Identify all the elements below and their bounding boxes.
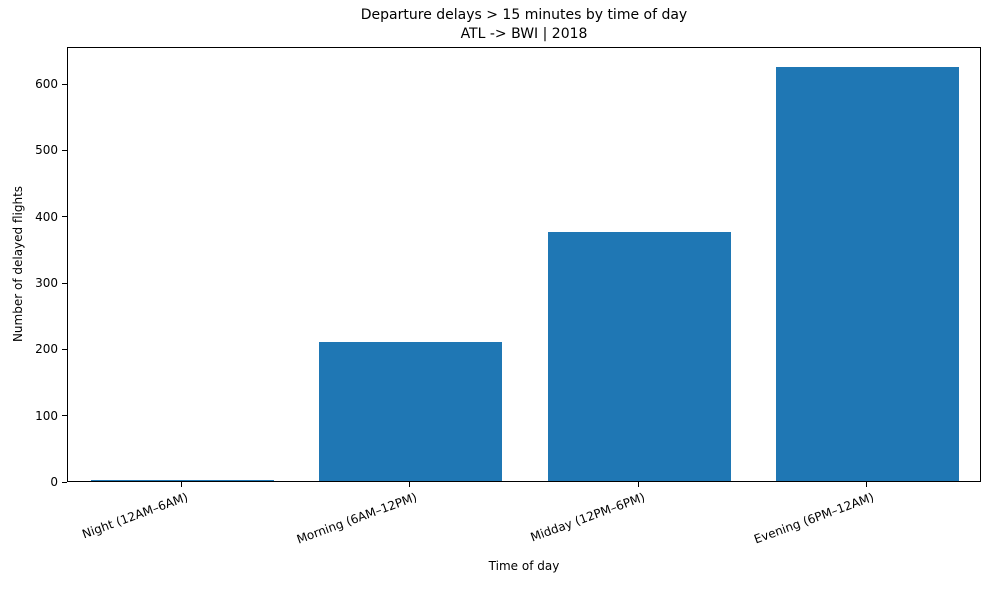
x-tick-label: Night (12AM–6AM)	[80, 490, 191, 542]
y-tick-mark	[62, 84, 67, 85]
y-tick-label: 0	[50, 475, 58, 489]
y-tick-label: 600	[35, 77, 58, 91]
y-tick-mark	[62, 349, 67, 350]
x-tick-mark	[866, 482, 867, 487]
y-tick-label: 300	[35, 276, 58, 290]
bar-0	[90, 480, 274, 481]
y-tick-label: 200	[35, 342, 58, 356]
x-tick-mark	[181, 482, 182, 487]
chart-subtitle: ATL -> BWI | 2018	[460, 26, 588, 42]
x-tick-label: Midday (12PM–6PM)	[528, 490, 648, 545]
bar-1	[319, 342, 503, 481]
chart-title: Departure delays > 15 minutes by time of…	[360, 7, 688, 23]
bar-2	[547, 232, 731, 481]
y-tick-mark	[62, 482, 67, 483]
x-axis-label: Time of day	[488, 559, 560, 573]
y-tick-mark	[62, 283, 67, 284]
x-tick-label: Evening (6PM–12AM)	[751, 490, 876, 547]
chart-title-block: Departure delays > 15 minutes by time of…	[67, 6, 981, 44]
y-tick-mark	[62, 216, 67, 217]
x-tick-label: Morning (6AM–12PM)	[294, 490, 419, 547]
bar-3	[776, 67, 960, 481]
x-tick-mark	[638, 482, 639, 487]
y-tick-mark	[62, 415, 67, 416]
x-tick-mark	[409, 482, 410, 487]
y-tick-label: 100	[35, 409, 58, 423]
y-tick-label: 400	[35, 210, 58, 224]
y-tick-mark	[62, 150, 67, 151]
plot-area	[67, 47, 981, 482]
y-tick-label: 500	[35, 143, 58, 157]
